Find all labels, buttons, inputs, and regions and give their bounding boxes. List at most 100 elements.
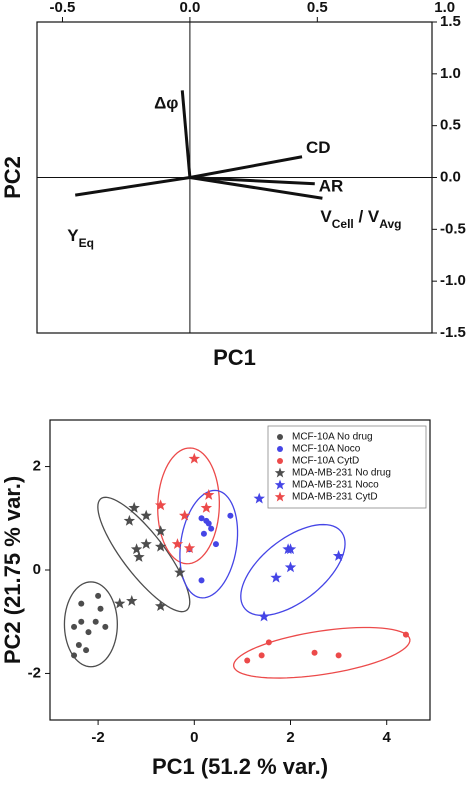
confidence-ellipse (63, 581, 118, 668)
point (402, 631, 409, 638)
point (200, 530, 207, 537)
star-point (154, 525, 167, 537)
star-point (188, 452, 201, 464)
legend-label: MDA-MB-231 Noco (292, 480, 379, 491)
star-point (140, 538, 152, 549)
point (83, 647, 90, 654)
x-tick-label: 2 (286, 729, 294, 746)
y-tick-label: 1.0 (440, 65, 461, 82)
point (97, 605, 104, 612)
legend-marker (277, 458, 283, 464)
legend-marker (274, 479, 286, 490)
star-point (270, 571, 282, 583)
y-tick-label: -1.5 (440, 324, 466, 341)
label-part: Eq (79, 236, 94, 250)
loading-vector (74, 176, 191, 197)
confidence-ellipse (232, 626, 411, 679)
star-point (174, 566, 186, 578)
star-point (284, 561, 297, 573)
loading-vector (189, 176, 323, 200)
star-point (200, 501, 213, 513)
x-tick-label: -0.5 (50, 0, 76, 16)
star-point (123, 514, 136, 526)
point (335, 652, 342, 659)
point (85, 629, 92, 636)
point (311, 649, 318, 656)
y-tick-label: 0 (33, 561, 41, 578)
x-axis-label: PC1 (51.2 % var.) (152, 754, 328, 779)
star-point (126, 595, 138, 606)
vector-label: YEq (67, 227, 94, 251)
legend-marker (274, 491, 286, 502)
point (244, 657, 251, 664)
star-point (284, 543, 297, 555)
legend-label: MCF-10A CytD (292, 456, 359, 467)
loading-vector (189, 155, 303, 179)
label-part: Δφ (154, 94, 178, 113)
y-tick-label: 0.0 (440, 168, 461, 185)
star-point (171, 538, 184, 549)
point (95, 592, 102, 599)
star-point (154, 600, 167, 612)
y-tick-label: -0.5 (440, 220, 466, 237)
star-point (203, 489, 215, 500)
legend-marker (277, 446, 283, 452)
label-part: / V (354, 208, 380, 227)
x-tick-label: 0 (190, 729, 198, 746)
star-point (258, 610, 270, 622)
vector-label: VCell / VAvg (320, 208, 401, 232)
y-axis-label: PC2 (0, 156, 25, 199)
point (102, 623, 109, 630)
point (78, 600, 85, 607)
x-tick-label: 4 (383, 729, 392, 746)
vector-label: AR (319, 177, 344, 196)
x-tick-label: -2 (91, 729, 104, 746)
y-tick-label: 1.5 (440, 13, 461, 30)
point (208, 525, 215, 532)
label-part: Avg (379, 217, 401, 231)
vector-label: Δφ (154, 94, 178, 113)
y-axis-label: PC2 (21.75 % var.) (0, 476, 25, 664)
point (78, 618, 85, 625)
legend-label: MCF-10A No drug (292, 432, 373, 443)
y-tick-label: -1.0 (440, 272, 466, 289)
loading-vector (189, 176, 315, 186)
label-part: CD (306, 138, 331, 157)
y-tick-label: 0.5 (440, 117, 461, 134)
star-point (332, 550, 345, 561)
point (75, 642, 82, 648)
star-point (154, 540, 167, 552)
legend-marker (277, 434, 283, 440)
legend-marker (274, 467, 286, 478)
star-point (183, 542, 196, 554)
label-part: Y (67, 227, 79, 246)
y-tick-label: 2 (33, 458, 41, 475)
star-point (130, 543, 143, 555)
point (205, 520, 212, 527)
star-point (133, 551, 145, 562)
vector-label: CD (306, 138, 331, 157)
point (198, 577, 205, 584)
point (71, 652, 78, 659)
star-point (154, 499, 167, 511)
star-point (140, 509, 152, 521)
point (198, 515, 205, 522)
point (71, 623, 78, 630)
label-part: Cell (332, 217, 354, 231)
x-axis-label: PC1 (213, 345, 256, 370)
point (227, 512, 234, 519)
loading-vector (180, 90, 192, 178)
star-point (114, 597, 126, 609)
confidence-ellipse (179, 489, 239, 599)
point (92, 618, 99, 625)
legend-box (267, 425, 427, 509)
star-point (253, 492, 265, 504)
label-part: AR (319, 177, 344, 196)
x-tick-label: 0.5 (307, 0, 328, 16)
star-point (178, 509, 191, 521)
x-tick-label: 1.0 (434, 0, 455, 16)
confidence-ellipse (240, 523, 346, 617)
y-tick-label: -2 (28, 664, 41, 681)
confidence-ellipse (157, 447, 220, 565)
